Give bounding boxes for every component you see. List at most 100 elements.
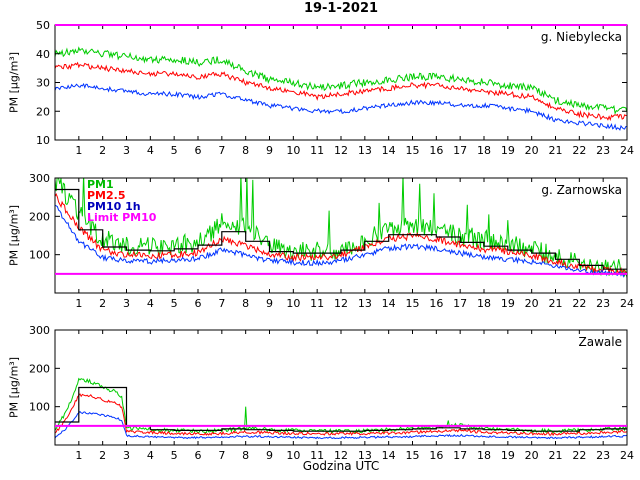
x-tick-label: 3 xyxy=(123,449,130,462)
x-tick-label: 10 xyxy=(286,449,300,462)
x-tick-label: 18 xyxy=(477,144,491,157)
series-line-pm1 xyxy=(55,82,627,131)
x-tick-label: 24 xyxy=(620,297,634,310)
x-tick-label: 6 xyxy=(195,144,202,157)
y-tick-label: 50 xyxy=(36,19,50,32)
y-tick-label: 300 xyxy=(29,172,50,185)
y-tick-label: 300 xyxy=(29,324,50,337)
x-tick-label: 7 xyxy=(218,449,225,462)
x-tick-label: 9 xyxy=(266,297,273,310)
x-tick-label: 16 xyxy=(429,449,443,462)
x-tick-label: 8 xyxy=(242,449,249,462)
axes-box xyxy=(54,177,628,294)
x-tick-label: 12 xyxy=(334,144,348,157)
x-tick-label: 13 xyxy=(358,144,372,157)
x-tick-label: 22 xyxy=(572,449,586,462)
x-tick-label: 4 xyxy=(147,144,154,157)
x-tick-label: 11 xyxy=(310,297,324,310)
x-tick-label: 16 xyxy=(429,144,443,157)
x-tick-label: 8 xyxy=(242,144,249,157)
x-tick-label: 7 xyxy=(218,297,225,310)
x-tick-label: 20 xyxy=(525,449,539,462)
station-label-niebylecka: g. Niebylecka xyxy=(540,30,622,44)
x-tick-label: 24 xyxy=(620,449,634,462)
x-tick-label: 6 xyxy=(195,449,202,462)
y-tick-label: 30 xyxy=(36,77,50,90)
axes-box xyxy=(54,329,628,446)
x-tick-label: 18 xyxy=(477,297,491,310)
series-line-pm10 xyxy=(55,46,627,115)
x-tick-label: 15 xyxy=(406,297,420,310)
x-tick-label: 15 xyxy=(406,449,420,462)
x-tick-label: 19 xyxy=(501,297,515,310)
y-tick-label: 100 xyxy=(29,249,50,262)
station-label-zawale: Zawale xyxy=(578,335,622,349)
x-tick-label: 4 xyxy=(147,297,154,310)
x-tick-label: 19 xyxy=(501,144,515,157)
x-tick-label: 4 xyxy=(147,449,154,462)
y-tick-label: 20 xyxy=(36,105,50,118)
x-tick-label: 5 xyxy=(171,144,178,157)
series-step-pm10-1h xyxy=(55,386,627,432)
x-tick-label: 19 xyxy=(501,449,515,462)
series-step-pm10-1h xyxy=(55,188,627,270)
x-tick-label: 21 xyxy=(549,144,563,157)
x-tick-label: 5 xyxy=(171,297,178,310)
x-tick-label: 2 xyxy=(99,144,106,157)
x-tick-label: 23 xyxy=(596,297,610,310)
series-line-pm25 xyxy=(55,393,627,437)
x-tick-label: 10 xyxy=(286,144,300,157)
series-line-pm10 xyxy=(55,377,627,434)
legend-entry-pm1: PM1 xyxy=(87,178,114,191)
x-tick-label: 17 xyxy=(453,297,467,310)
x-tick-label: 1 xyxy=(75,144,82,157)
x-tick-label: 21 xyxy=(549,297,563,310)
y-tick-label: 40 xyxy=(36,48,50,61)
x-tick-label: 11 xyxy=(310,449,324,462)
x-tick-label: 9 xyxy=(266,144,273,157)
x-tick-label: 17 xyxy=(453,449,467,462)
x-tick-label: 9 xyxy=(266,449,273,462)
y-axis-label-panel-3: PM [µg/m³] xyxy=(7,357,21,419)
x-tick-label: 24 xyxy=(620,144,634,157)
x-tick-label: 13 xyxy=(358,449,372,462)
x-tick-label: 21 xyxy=(549,449,563,462)
series-line-pm25 xyxy=(55,61,627,122)
y-tick-label: 100 xyxy=(29,401,50,414)
legend-entry-limit-pm10: Limit PM10 xyxy=(87,211,157,224)
x-tick-label: 1 xyxy=(75,297,82,310)
y-axis-label-panel-1: PM [µg/m³] xyxy=(7,52,21,114)
x-tick-label: 2 xyxy=(99,449,106,462)
x-tick-label: 18 xyxy=(477,449,491,462)
x-tick-label: 6 xyxy=(195,297,202,310)
y-tick-label: 200 xyxy=(29,362,50,375)
x-tick-label: 12 xyxy=(334,297,348,310)
x-tick-label: 12 xyxy=(334,449,348,462)
x-tick-label: 2 xyxy=(99,297,106,310)
y-tick-label: 200 xyxy=(29,210,50,223)
x-tick-label: 10 xyxy=(286,297,300,310)
x-tick-label: 16 xyxy=(429,297,443,310)
x-tick-label: 3 xyxy=(123,297,130,310)
x-tick-label: 22 xyxy=(572,297,586,310)
series-line-pm1 xyxy=(55,410,627,440)
x-tick-label: 7 xyxy=(218,144,225,157)
x-tick-label: 14 xyxy=(382,297,396,310)
series-line-pm25 xyxy=(55,193,627,276)
x-tick-label: 20 xyxy=(525,297,539,310)
x-tick-label: 8 xyxy=(242,297,249,310)
x-tick-label: 3 xyxy=(123,144,130,157)
x-tick-label: 11 xyxy=(310,144,324,157)
x-tick-label: 23 xyxy=(596,449,610,462)
x-axis-label: Godzina UTC xyxy=(302,459,380,473)
x-tick-label: 5 xyxy=(171,449,178,462)
x-tick-label: 22 xyxy=(572,144,586,157)
x-tick-label: 17 xyxy=(453,144,467,157)
x-tick-label: 14 xyxy=(382,144,396,157)
station-label-zarnowska: g. Zarnowska xyxy=(541,183,622,197)
chart-title: 19-1-2021 xyxy=(303,1,379,16)
y-tick-label: 10 xyxy=(36,134,50,147)
x-tick-label: 15 xyxy=(406,144,420,157)
